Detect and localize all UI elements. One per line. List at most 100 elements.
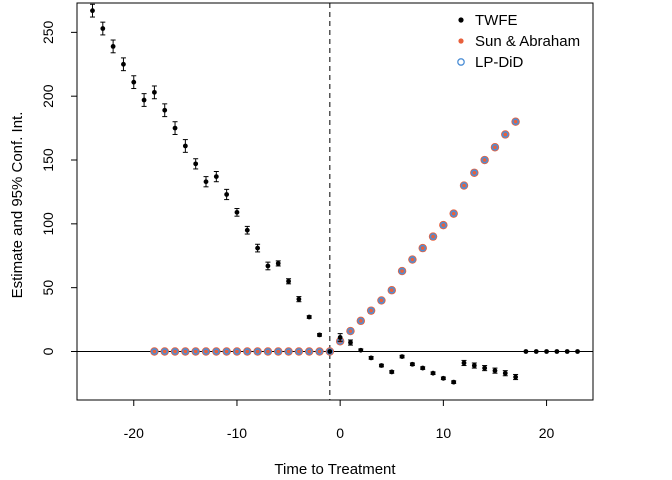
lpdid-point [398,267,406,275]
twfe-point [430,370,436,376]
y-tick-label: 0 [40,347,56,355]
lpdid-point [512,118,519,126]
lpdid-point [470,169,478,177]
lpdid-point [161,348,169,355]
x-tick-label: -10 [227,425,247,441]
twfe-point [554,349,560,354]
twfe-point [90,8,95,14]
twfe-point [471,363,477,368]
twfe-point [193,161,199,167]
twfe-point [296,296,302,302]
twfe-point [482,365,488,371]
lpdid-point [408,256,416,263]
lpdid-point [223,348,231,355]
twfe-point [162,107,168,113]
twfe-point [213,174,219,180]
twfe-point [100,26,106,31]
twfe-point [575,349,580,354]
twfe-point [523,349,529,354]
y-tick-label: 150 [40,148,56,172]
lpdid-point [388,286,396,294]
twfe-point [440,375,446,381]
twfe-point [389,369,395,375]
twfe-point [203,179,209,185]
lpdid-point [347,327,354,335]
lpdid-point [254,348,261,355]
twfe-point [492,368,498,374]
lpdid-point [264,348,272,355]
twfe-point [358,347,364,353]
twfe-point [348,340,353,345]
lpdid-point [285,348,292,355]
twfe-point [275,261,281,266]
twfe-point [131,79,137,85]
twfe-point [502,370,508,376]
lpdid-point [233,348,241,355]
twfe-point [544,349,549,354]
lpdid-point [150,348,158,355]
twfe-point [399,354,405,359]
twfe-point [317,332,322,338]
y-tick-label: 100 [40,212,56,236]
twfe-point [244,227,250,233]
twfe-point [513,374,518,380]
lpdid-point [491,143,499,151]
twfe-point [286,278,291,284]
legend-marker-lpdid [457,58,465,66]
legend-marker-sun-abraham [458,38,464,44]
y-tick-label: 200 [40,84,56,108]
lpdid-point [419,244,427,252]
lpdid-point [305,348,313,355]
twfe-point [461,360,467,366]
lpdid-point [295,348,303,355]
twfe-point [564,349,570,354]
twfe-point [368,355,374,361]
twfe-point [182,143,188,149]
twfe-point [234,209,240,215]
legend-label-sun-abraham: Sun & Abraham [475,33,580,50]
lpdid-point [326,348,334,355]
lpdid-point [481,156,489,164]
lpdid-point [460,182,468,189]
lpdid-point [357,317,365,325]
twfe-point [420,365,426,371]
twfe-point [410,361,415,367]
twfe-point [224,192,230,197]
x-axis-label: Time to Treatment [274,461,396,478]
twfe-point [533,349,539,354]
lpdid-point [367,307,375,315]
lpdid-point [243,348,251,355]
twfe-point [327,349,333,354]
lpdid-point [171,348,179,355]
twfe-point [110,44,116,49]
y-axis-label: Estimate and 95% Conf. Int. [9,112,26,299]
legend: TWFE Sun & Abraham LP-DiD [457,12,580,71]
x-tick-label: -20 [124,425,144,441]
legend-marker-twfe [458,17,464,23]
twfe-point [152,89,157,95]
marks-layer [77,3,593,400]
y-tick-label: 250 [40,20,56,44]
x-tick-label: 20 [539,425,555,441]
lpdid-point [274,348,282,355]
lpdid-point [202,348,210,355]
lpdid-point [429,233,437,241]
y-tick-label: 50 [40,280,56,296]
lpdid-point [378,297,385,304]
x-tick-label: 0 [336,425,344,441]
lpdid-point [316,348,323,355]
twfe-point [121,61,126,67]
twfe-point [255,245,260,251]
twfe-point [172,125,178,131]
lpdid-point [192,348,200,355]
twfe-point [451,379,457,385]
twfe-point [265,263,271,269]
twfe-point [337,335,343,340]
twfe-point [379,363,384,368]
twfe-point [141,97,147,103]
x-tick-label: 10 [436,425,452,441]
legend-label-twfe: TWFE [475,12,518,29]
